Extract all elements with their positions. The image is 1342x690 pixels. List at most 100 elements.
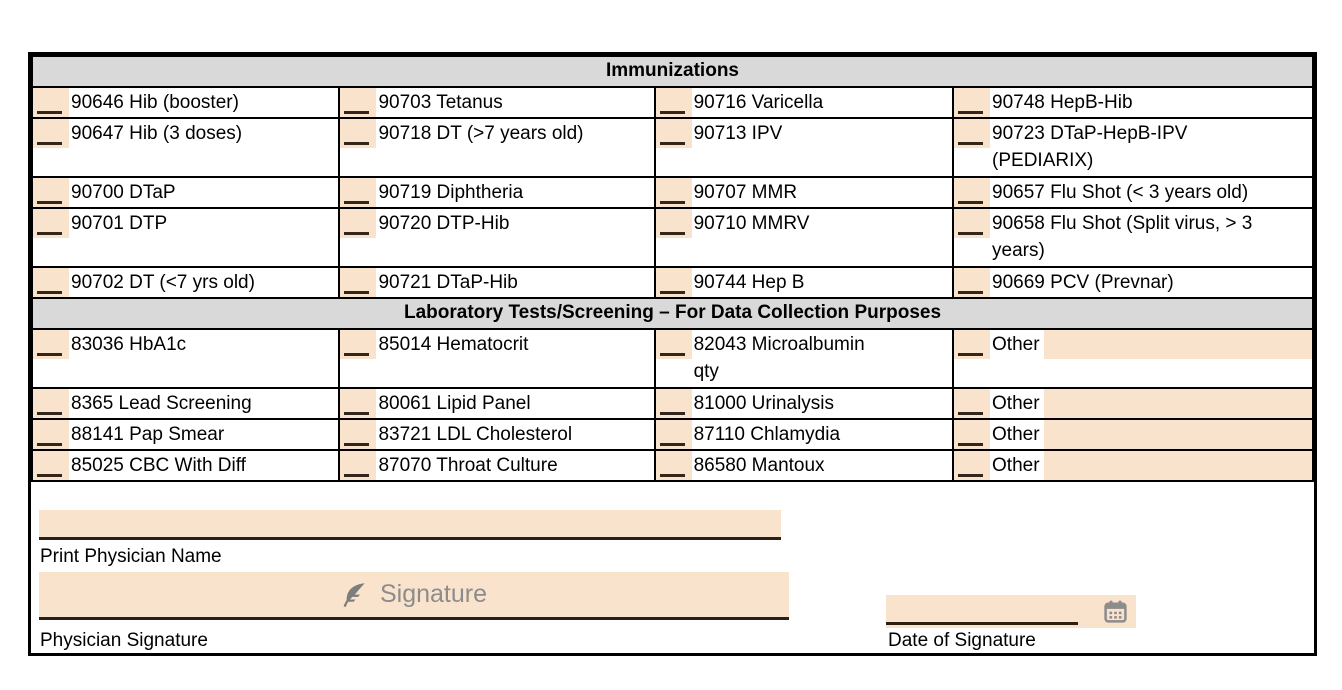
form-cell: 8365 Lead Screening [30,387,341,420]
print-physician-name-label: Print Physician Name [40,546,222,567]
check-blank-field[interactable] [655,209,692,238]
check-blank-field[interactable] [33,88,69,117]
item-label: 90748 HepB-Hib [992,92,1133,113]
check-blank-field[interactable] [954,178,991,207]
check-blank-field[interactable] [340,451,377,480]
blank-underscore [958,232,984,235]
item-label: 82043 Microalbumin qty [693,334,865,382]
check-blank-field[interactable] [33,420,69,449]
form-cell: 85014 Hematocrit [338,328,656,389]
check-blank-field[interactable] [340,88,377,117]
table-row: 90701 DTP 90720 DTP-Hib 90710 MMRV 90658 Fl… [30,207,1314,268]
item-label: 83721 LDL Cholesterol [378,424,573,445]
physician-signature-label: Physician Signature [40,630,208,651]
blank-underscore [37,201,62,204]
item-label: 83036 HbA1c [71,334,187,355]
check-blank-field[interactable] [954,420,991,449]
other-input-field[interactable] [1043,420,1312,449]
date-of-signature-field[interactable] [886,595,1136,628]
check-blank-field[interactable] [340,119,377,148]
form-cell: 90710 MMRV [653,207,955,268]
item-label: 90710 MMRV [693,213,810,234]
form-cell: Other [952,387,1314,420]
immunizations-section-header: Immunizations [31,55,1314,88]
item-label: 90658 Flu Shot (Split virus, > 3 years) [992,213,1253,261]
check-blank-field[interactable] [340,268,377,297]
blank-underscore [958,412,984,415]
table-row: 90646 Hib (booster) 90703 Tetanus 90716 Va… [30,86,1314,119]
blank-underscore [958,291,984,294]
blank-underscore [958,142,984,145]
form-cell: 90748 HepB-Hib [952,86,1314,119]
blank-underscore [344,111,370,114]
blank-underscore [958,201,984,204]
item-label: 88141 Pap Smear [71,424,225,445]
check-blank-field[interactable] [33,268,69,297]
other-input-field[interactable] [1043,389,1312,418]
item-label: 86580 Mantoux [693,455,825,476]
blank-underscore [958,474,984,477]
form-cell: 90718 DT (>7 years old) [338,117,656,178]
blank-underscore [37,142,62,145]
form-cell: 90713 IPV [653,117,955,178]
order-form: Immunizations 90646 Hib (booster) 90703 Te… [28,52,1317,656]
item-label: 90723 DTaP-HepB-IPV (PEDIARIX) [992,123,1188,171]
calendar-icon[interactable] [1103,599,1128,624]
check-blank-field[interactable] [954,451,991,480]
check-blank-field[interactable] [954,88,991,117]
item-label: Other [992,334,1040,355]
blank-underscore [659,111,685,114]
form-cell: 86580 Mantoux [653,449,955,482]
blank-underscore [37,474,62,477]
check-blank-field[interactable] [340,420,377,449]
check-blank-field[interactable] [954,389,991,418]
check-blank-field[interactable] [954,209,991,238]
item-label: 90702 DT (<7 yrs old) [71,272,255,293]
blank-underscore [958,353,984,356]
blank-underscore [344,443,370,446]
check-blank-field[interactable] [655,451,692,480]
check-blank-field[interactable] [954,330,991,359]
signature-placeholder: Signature [379,580,488,608]
form-cell: 90700 DTaP [30,176,341,209]
check-blank-field[interactable] [655,389,692,418]
check-blank-field[interactable] [655,330,692,359]
item-label: 90657 Flu Shot (< 3 years old) [992,182,1249,203]
check-blank-field[interactable] [655,420,692,449]
check-blank-field[interactable] [655,119,692,148]
print-physician-name-field[interactable] [39,510,781,540]
check-blank-field[interactable] [340,209,377,238]
check-blank-field[interactable] [655,268,692,297]
table-row: 90700 DTaP 90719 Diphtheria 90707 MMR 90657… [30,176,1314,209]
check-blank-field[interactable] [340,389,377,418]
blank-underscore [37,353,62,356]
check-blank-field[interactable] [33,209,69,238]
check-blank-field[interactable] [954,119,991,148]
blank-underscore [659,201,685,204]
quill-icon [343,583,365,607]
check-blank-field[interactable] [33,178,69,207]
blank-underscore [37,232,62,235]
check-blank-field[interactable] [33,330,69,359]
form-cell: 90716 Varicella [653,86,955,119]
check-blank-field[interactable] [33,389,69,418]
item-label: Other [992,455,1040,476]
item-label: 85014 Hematocrit [378,334,529,355]
check-blank-field[interactable] [954,268,991,297]
item-label: 85025 CBC With Diff [71,455,246,476]
date-underline [886,622,1078,625]
check-blank-field[interactable] [655,178,692,207]
codes-table: Immunizations 90646 Hib (booster) 90703 Te… [30,55,1314,482]
physician-signature-field[interactable]: Signature [39,572,789,620]
blank-underscore [958,111,984,114]
check-blank-field[interactable] [340,178,377,207]
form-cell: 87110 Chlamydia [653,418,955,451]
check-blank-field[interactable] [340,330,377,359]
check-blank-field[interactable] [33,451,69,480]
other-input-field[interactable] [1043,451,1312,480]
table-row: 90702 DT (<7 yrs old) 90721 DTaP-Hib 90744… [30,266,1314,299]
check-blank-field[interactable] [33,119,69,148]
other-input-field[interactable] [1043,330,1312,359]
check-blank-field[interactable] [655,88,692,117]
